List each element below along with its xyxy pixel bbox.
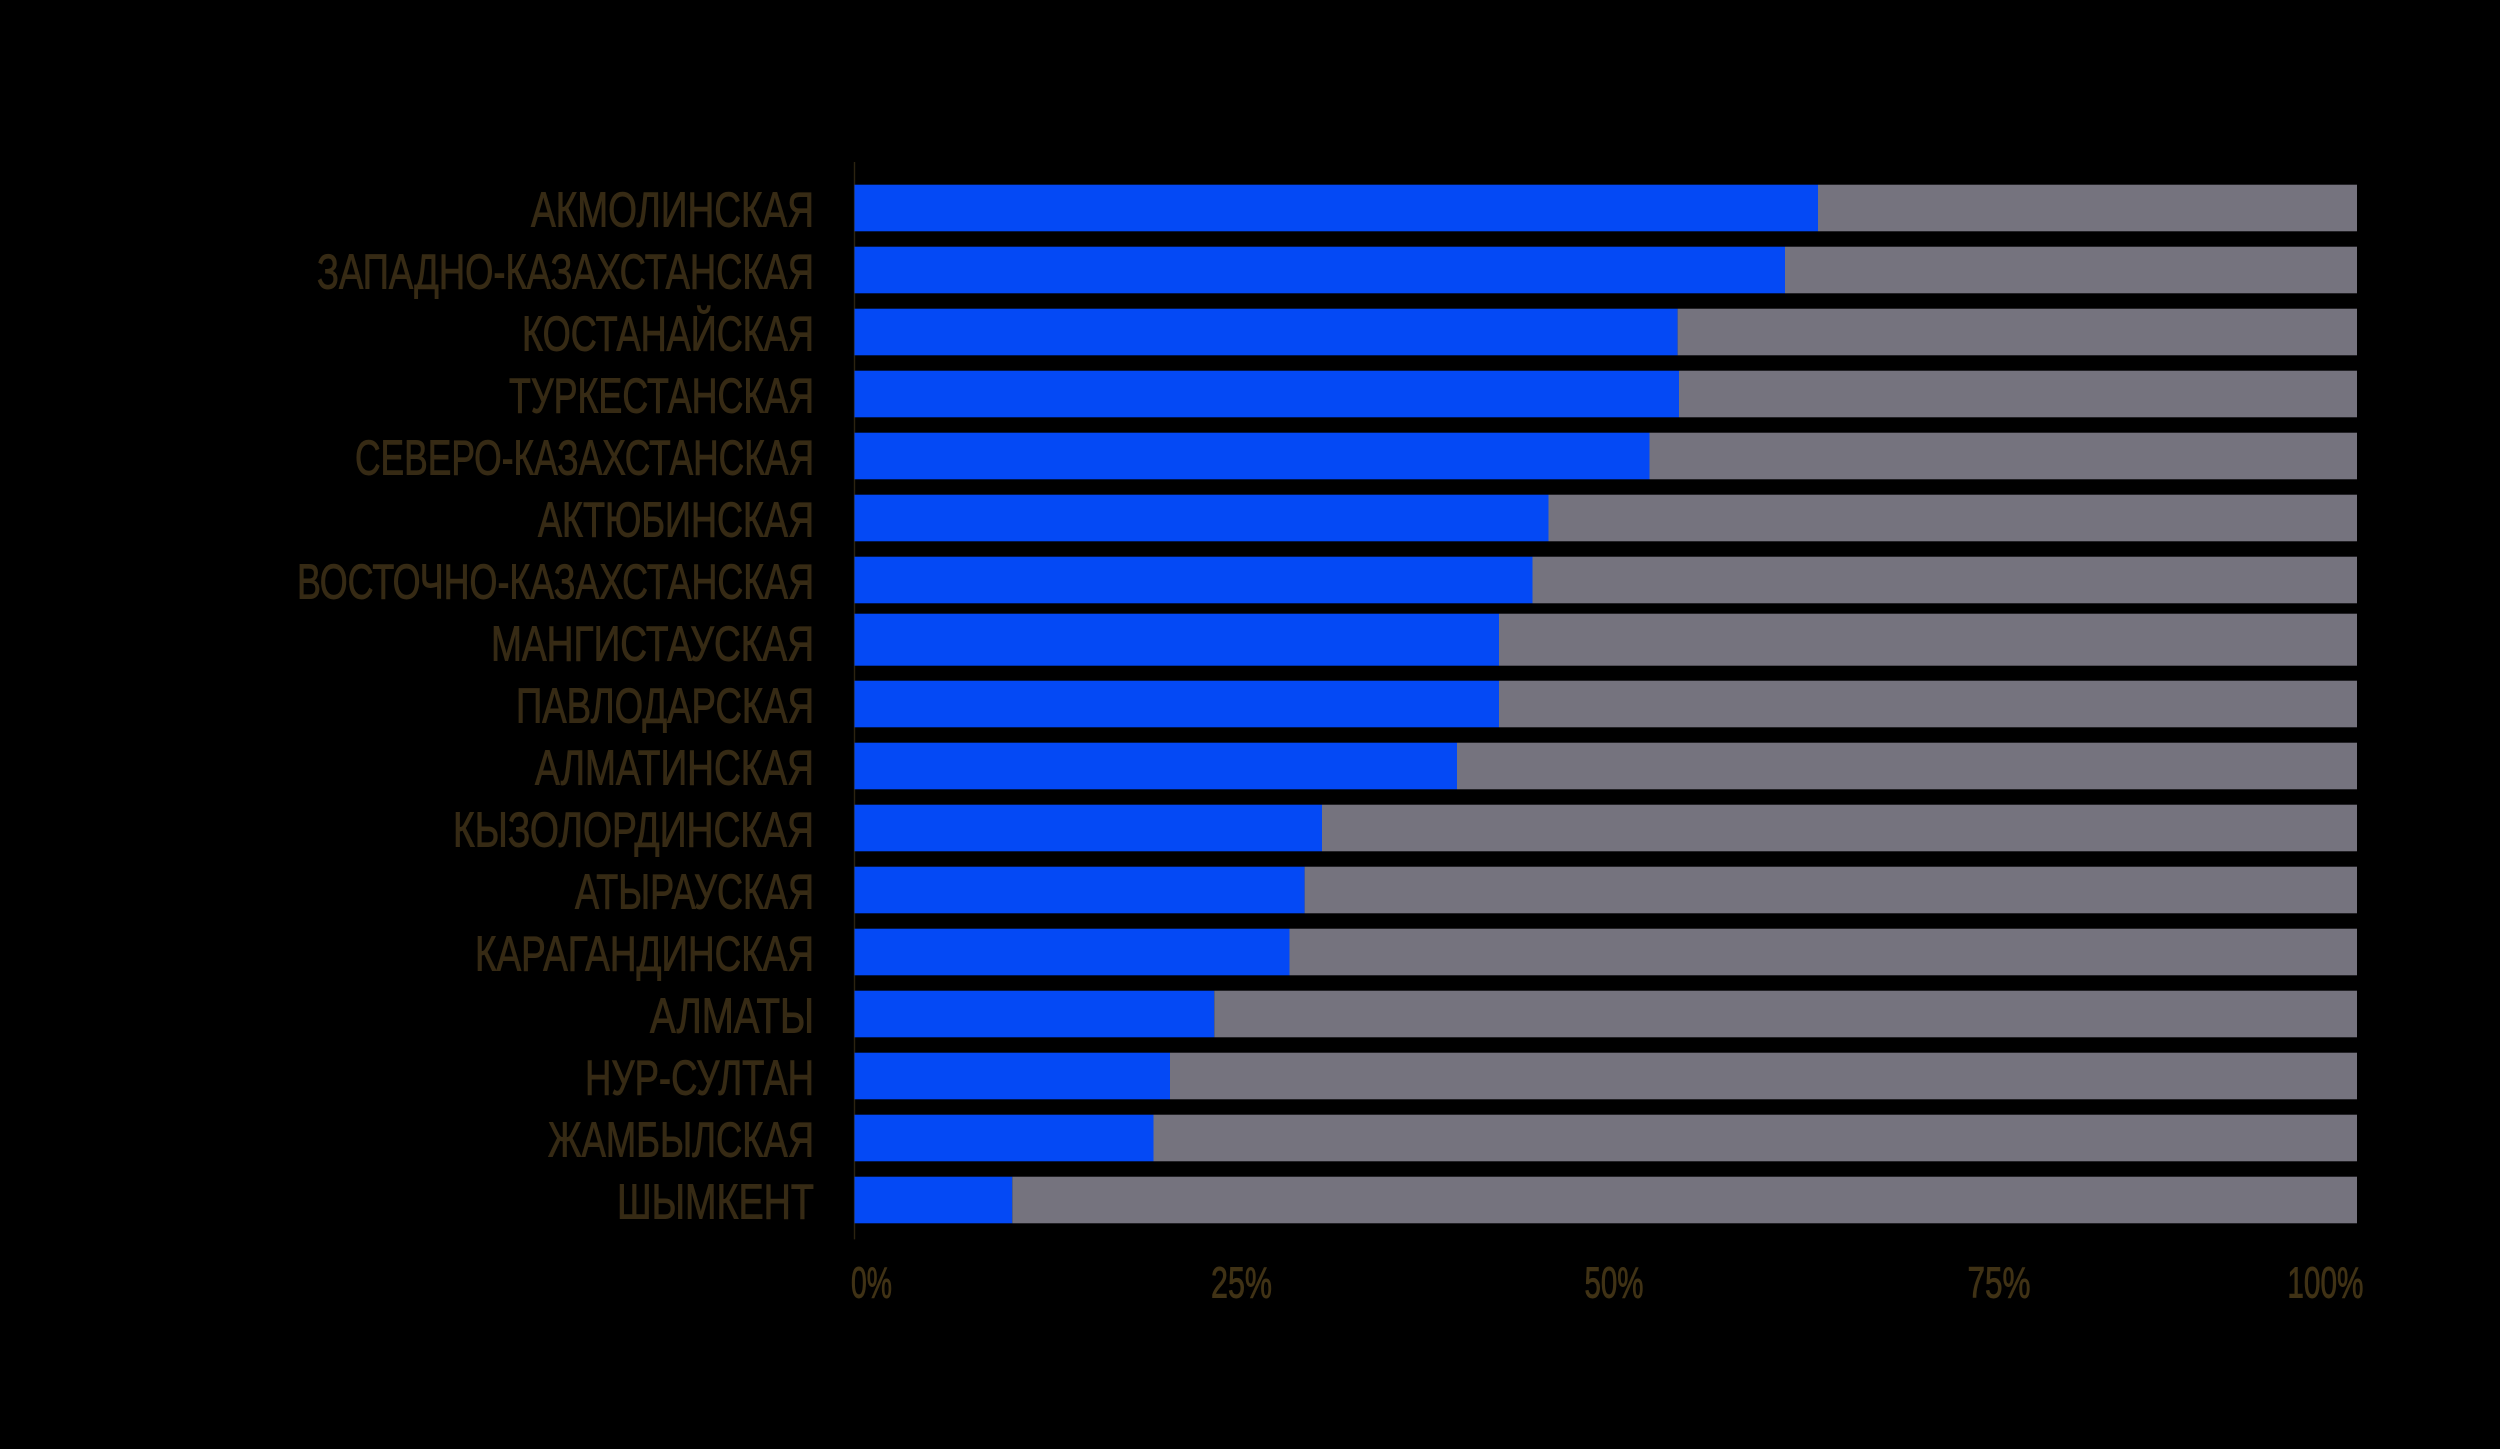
svg-text:АЛМАТЫ: АЛМАТЫ — [650, 990, 814, 1044]
svg-text:75%: 75% — [1968, 1259, 2031, 1308]
svg-text:ВОСТОЧНО-КАЗАХСТАНСКАЯ: ВОСТОЧНО-КАЗАХСТАНСКАЯ — [297, 556, 814, 610]
svg-text:АКТЮБИНСКАЯ: АКТЮБИНСКАЯ — [538, 494, 814, 548]
svg-text:КАРАГАНДИНСКАЯ: КАРАГАНДИНСКАЯ — [475, 928, 814, 982]
svg-text:0%: 0% — [851, 1259, 892, 1308]
svg-text:50%: 50% — [1585, 1259, 1644, 1308]
svg-text:ТУРКЕСТАНСКАЯ: ТУРКЕСТАНСКАЯ — [509, 370, 814, 424]
svg-text:НУР-СУЛТАН: НУР-СУЛТАН — [585, 1052, 814, 1106]
svg-text:КОСТАНАЙСКАЯ: КОСТАНАЙСКАЯ — [522, 307, 814, 362]
svg-text:ЖАМБЫЛСКАЯ: ЖАМБЫЛСКАЯ — [548, 1114, 814, 1168]
svg-text:100%: 100% — [2287, 1259, 2363, 1308]
svg-text:СЕВЕРО-КАЗАХСТАНСКАЯ: СЕВЕРО-КАЗАХСТАНСКАЯ — [355, 432, 814, 486]
svg-text:25%: 25% — [1211, 1259, 1272, 1308]
svg-text:МАНГИСТАУСКАЯ: МАНГИСТАУСКАЯ — [491, 618, 814, 672]
svg-text:ШЫМКЕНТ: ШЫМКЕНТ — [617, 1176, 814, 1230]
svg-text:АКМОЛИНСКАЯ: АКМОЛИНСКАЯ — [531, 184, 814, 238]
svg-text:АТЫРАУСКАЯ: АТЫРАУСКАЯ — [575, 866, 814, 920]
svg-text:ПАВЛОДАРСКАЯ: ПАВЛОДАРСКАЯ — [516, 680, 814, 734]
svg-text:КЫЗОЛОРДИНСКАЯ: КЫЗОЛОРДИНСКАЯ — [453, 804, 814, 858]
svg-text:АЛМАТИНСКАЯ: АЛМАТИНСКАЯ — [535, 742, 814, 796]
svg-text:ЗАПАДНО-КАЗАХСТАНСКАЯ: ЗАПАДНО-КАЗАХСТАНСКАЯ — [317, 246, 814, 300]
